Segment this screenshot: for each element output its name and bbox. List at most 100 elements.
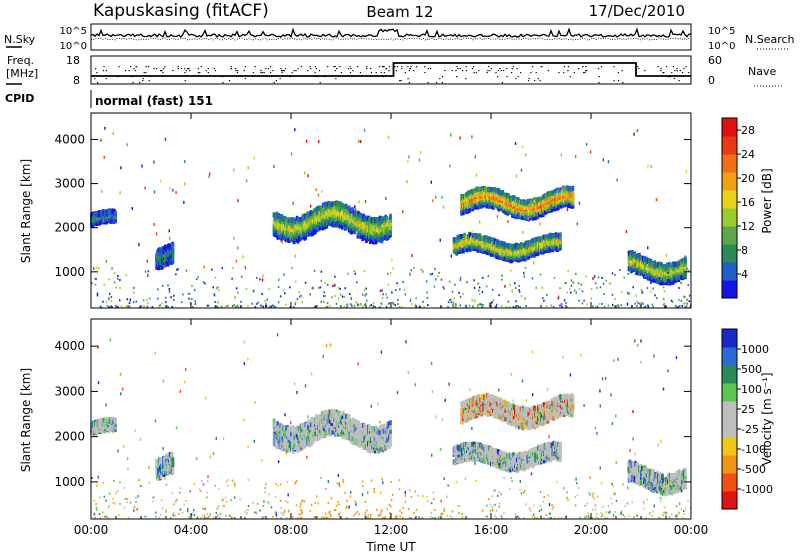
ground-scatter-cell [266,298,268,301]
echo-cell [284,216,287,222]
ground-scatter-cell [473,286,476,289]
ground-scatter-cell [270,305,273,308]
ground-scatter-cell [351,304,353,307]
ground-scatter-cell [363,289,365,292]
nave-point [511,68,513,70]
ground-scatter-cell [603,293,605,296]
speckle-cell [247,166,249,170]
echo-cell [288,437,291,443]
echo-cell [684,256,687,262]
ground-scatter-cell [117,277,119,280]
ground-scatter-cell [338,286,340,289]
nave-point [273,82,275,84]
nave-point [394,66,396,68]
speckle-cell [560,153,563,157]
ground-scatter-cell [560,303,563,306]
echo-cell [274,429,278,435]
echo-cell [495,253,499,260]
echo-cell [291,233,295,239]
speckle-cell [146,259,148,263]
echo-cell [491,237,494,243]
nave-point [621,70,623,72]
echo-cell [527,254,531,260]
nave-point [300,66,303,68]
nave-point [164,66,166,68]
ground-scatter-cell [331,296,333,299]
ground-scatter-cell [515,286,517,289]
speckle-cell [685,169,688,173]
echo-cell [329,430,333,436]
ground-scatter-cell [640,303,642,306]
nave-point [103,66,105,68]
nave-point [511,72,513,74]
ground-scatter-cell [553,277,556,280]
echo-cell [553,189,557,195]
nave-point [473,72,475,74]
speckle-cell [496,215,499,219]
echo-cell [471,233,475,239]
ground-scatter-cell [124,306,127,309]
speckle-cell [390,226,393,230]
ground-scatter-cell [398,305,401,308]
noise-sky-label: N.Sky [4,33,36,46]
nave-point [148,66,150,68]
ground-scatter-cell [264,300,266,303]
speckle-cell [475,173,478,177]
ground-scatter-cell [387,283,390,286]
echo-cell [571,185,575,191]
echo-cell [507,243,510,249]
speckle-cell [381,288,383,292]
echo-cell [649,258,653,265]
speckle-cell [634,262,636,266]
ground-scatter-cell [170,296,172,299]
ground-scatter-cell [91,282,93,285]
echo-cell [361,429,364,435]
speckle-cell [93,267,95,271]
speckle-cell [184,160,186,164]
ground-scatter-cell [656,297,658,300]
nave-point [597,68,600,70]
ground-scatter-cell [320,270,323,273]
nave-point [213,68,216,70]
ground-scatter-cell [173,294,175,297]
ground-scatter-cell [480,303,483,306]
nave-point [143,72,145,74]
speckle-cell [172,188,174,192]
echo-cell [462,248,465,254]
nave-point [637,66,639,68]
ground-scatter-cell [420,268,423,271]
ground-scatter-cell [370,304,373,307]
ground-scatter-cell [285,303,287,306]
ground-scatter-cell [481,306,483,309]
ground-scatter-cell [320,279,323,282]
nave-point [459,68,461,70]
ground-scatter-cell [298,295,301,298]
ground-scatter-cell [559,287,561,290]
ground-scatter-cell [477,303,479,306]
ground-scatter-cell [113,281,116,284]
echo-cell [478,233,482,239]
speckle-cell [233,236,235,240]
ground-scatter-cell [458,291,460,294]
nave-point [260,72,262,74]
speckle-cell [111,266,113,270]
echo-cell [460,233,463,240]
nave-point [617,72,619,74]
colorbar-segment [722,226,737,245]
nave-point [222,82,224,84]
ground-scatter-cell [410,269,413,272]
ground-scatter-cell [197,275,199,278]
echo-cell [468,246,472,252]
ground-scatter-cell [268,288,270,291]
echo-cell [455,250,459,256]
nave-point [128,70,130,72]
ground-scatter-cell [236,304,239,307]
ground-scatter-cell [443,287,445,290]
nave-point [478,70,480,72]
freq-left-tick-top: 18 [66,54,80,67]
nave-point [333,66,335,68]
ground-scatter-cell [320,300,322,303]
speckle-cell [524,153,527,157]
nave-point [531,66,534,68]
echo-cell [337,431,340,437]
